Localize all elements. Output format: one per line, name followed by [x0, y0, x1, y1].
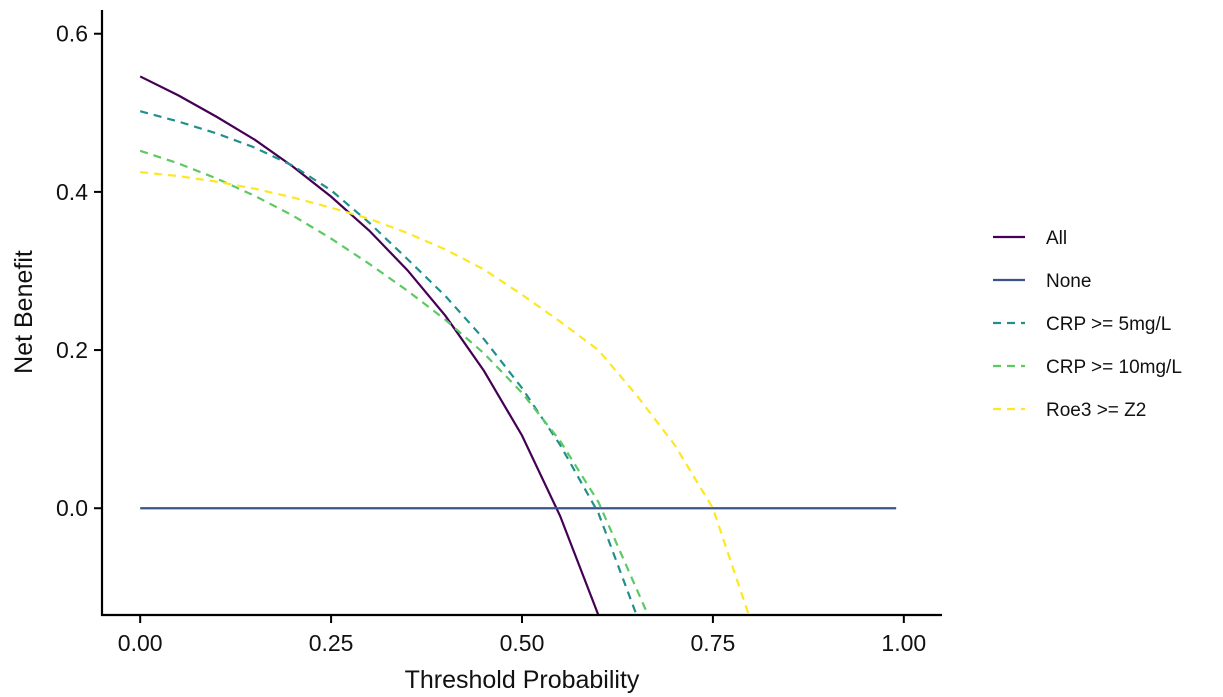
x-tick-label: 0.25	[309, 630, 354, 656]
y-tick-label: 0.6	[56, 21, 88, 47]
legend: All None CRP >= 5mg/L CRP >= 10mg/L Roe3 >= …	[993, 228, 1182, 421]
x-tick-label: 0.75	[691, 630, 736, 656]
x-tick-label: 0.50	[500, 630, 545, 656]
series-line-3	[139, 110, 638, 615]
axes: 0.00 0.25 0.50 0.75 1.00 0.0 0.2 0.4 0.6	[56, 10, 942, 656]
plot-area	[139, 75, 897, 615]
y-axis-title: Net Benefit	[10, 250, 38, 374]
x-tick-label: 1.00	[881, 630, 926, 656]
x-axis-title: Threshold Probability	[405, 666, 640, 694]
series-line-4	[139, 149, 650, 615]
y-tick-label: 0.2	[56, 337, 88, 363]
series-line-5	[140, 171, 750, 615]
x-tick-label: 0.00	[118, 630, 163, 656]
legend-label-1: All	[1046, 228, 1067, 249]
legend-label-4: CRP >= 10mg/L	[1046, 357, 1182, 378]
series-line-1	[139, 75, 600, 615]
y-tick-label: 0.4	[56, 179, 88, 205]
legend-label-2: None	[1046, 271, 1091, 292]
legend-label-3: CRP >= 5mg/L	[1046, 314, 1171, 335]
y-tick-label: 0.0	[56, 495, 88, 521]
legend-label-5: Roe3 >= Z2	[1046, 400, 1146, 421]
